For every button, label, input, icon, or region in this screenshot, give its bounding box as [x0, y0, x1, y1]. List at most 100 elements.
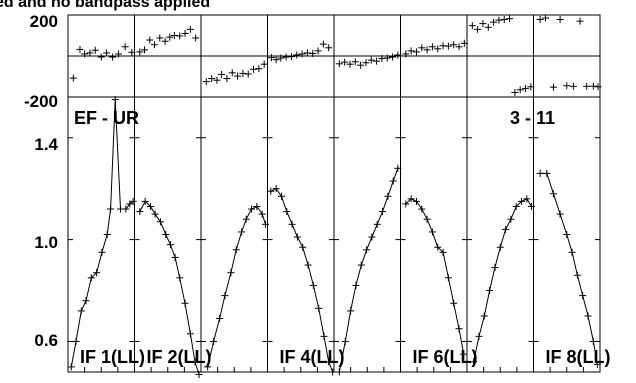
- phase-point: [335, 60, 343, 68]
- phase-point: [86, 49, 94, 57]
- phase-point: [298, 50, 306, 58]
- phase-point: [527, 83, 535, 91]
- phase-point: [594, 83, 602, 91]
- amplitude-point: [347, 307, 355, 315]
- amplitude-point: [67, 363, 75, 371]
- phase-point: [479, 20, 487, 28]
- page-title-fragment: ed and no bandpass applied: [0, 0, 210, 11]
- amplitude-point: [341, 337, 349, 345]
- phase-point: [260, 60, 268, 68]
- amplitude-point: [232, 246, 240, 254]
- phase-point: [140, 46, 148, 54]
- amplitude-point: [227, 269, 235, 277]
- phase-point: [536, 16, 544, 24]
- panel-frames: [67, 14, 601, 373]
- phase-point: [255, 65, 263, 73]
- amplitude-point: [204, 363, 212, 371]
- phase-point: [115, 50, 123, 58]
- amplitude-series-line: [338, 168, 399, 373]
- amplitude-point: [329, 368, 337, 376]
- phase-point: [373, 57, 381, 65]
- phase-point: [346, 60, 354, 68]
- phase-point: [362, 59, 370, 67]
- amplitude-point: [573, 271, 581, 279]
- amplitude-point: [480, 312, 488, 320]
- amplitude-point: [434, 243, 442, 251]
- phase-point: [563, 82, 571, 90]
- amplitude-point: [450, 299, 458, 307]
- amplitude-point: [242, 215, 250, 223]
- amplitude-axis-ticks: 1.4 1.0 0.6: [34, 135, 58, 350]
- amplitude-point: [129, 197, 137, 205]
- phase-ytick-label-bottom: -200: [24, 92, 58, 111]
- phase-point: [367, 56, 375, 64]
- phase-point: [287, 53, 295, 61]
- phase-point: [341, 58, 349, 66]
- phase-point: [91, 46, 99, 54]
- amplitude-point: [325, 358, 333, 366]
- amplitude-point: [262, 220, 270, 228]
- amplitude-point: [253, 202, 261, 210]
- amplitude-point: [523, 195, 531, 203]
- phase-point: [495, 16, 503, 24]
- phase-point: [484, 23, 492, 31]
- amplitude-point: [549, 190, 557, 198]
- amplitude-point: [460, 350, 468, 358]
- amplitude-point: [584, 312, 592, 320]
- amplitude-point: [176, 274, 184, 282]
- amplitude-point: [357, 261, 365, 269]
- amplitude-point: [412, 197, 420, 205]
- phase-point: [541, 14, 549, 22]
- phase-point: [81, 50, 89, 58]
- amplitude-point: [141, 197, 149, 205]
- amplitude-point: [536, 169, 544, 177]
- phase-point: [202, 78, 210, 86]
- phase-point: [576, 17, 584, 25]
- amplitude-point: [593, 360, 601, 368]
- phase-point: [103, 49, 111, 57]
- amplitude-point: [352, 281, 360, 289]
- amplitude-point: [363, 246, 371, 254]
- phase-point: [244, 70, 252, 78]
- amplitude-point: [288, 220, 296, 228]
- phase-point: [325, 44, 333, 52]
- amplitude-point: [210, 337, 218, 345]
- phase-point: [583, 82, 591, 90]
- phase-point: [319, 40, 327, 48]
- amplitude-point: [439, 248, 447, 256]
- phase-point: [181, 29, 189, 37]
- amplitude-point: [407, 195, 415, 203]
- amp-ytick-label: 0.6: [34, 331, 58, 350]
- phase-point: [522, 84, 530, 92]
- amplitude-point: [507, 215, 515, 223]
- phase-point: [516, 86, 524, 94]
- amplitude-point: [428, 228, 436, 236]
- amplitude-point: [72, 337, 80, 345]
- amplitude-point: [238, 228, 246, 236]
- phase-point: [428, 43, 436, 51]
- amplitude-point: [309, 281, 317, 289]
- amplitude-point: [455, 325, 463, 333]
- amplitude-point: [195, 371, 203, 379]
- amplitude-point: [293, 233, 301, 241]
- phase-point: [150, 41, 158, 49]
- phase-point: [357, 61, 365, 69]
- phase-point: [166, 33, 174, 41]
- phase-ytick-label-top: 200: [30, 12, 58, 31]
- amplitude-point: [103, 231, 111, 238]
- amplitude-point: [162, 231, 170, 238]
- phase-point: [314, 47, 322, 55]
- amplitude-point: [98, 248, 106, 256]
- amplitude-point: [512, 202, 520, 210]
- amplitude-point: [444, 274, 452, 282]
- amplitude-series-line: [270, 188, 334, 373]
- phase-point: [109, 53, 117, 61]
- amplitude-point: [267, 187, 275, 195]
- phase-point: [228, 69, 236, 77]
- phase-point: [208, 75, 216, 83]
- amplitude-point: [556, 210, 564, 218]
- phase-point: [468, 22, 476, 30]
- phase-point: [309, 50, 317, 58]
- amplitude-point: [418, 205, 426, 213]
